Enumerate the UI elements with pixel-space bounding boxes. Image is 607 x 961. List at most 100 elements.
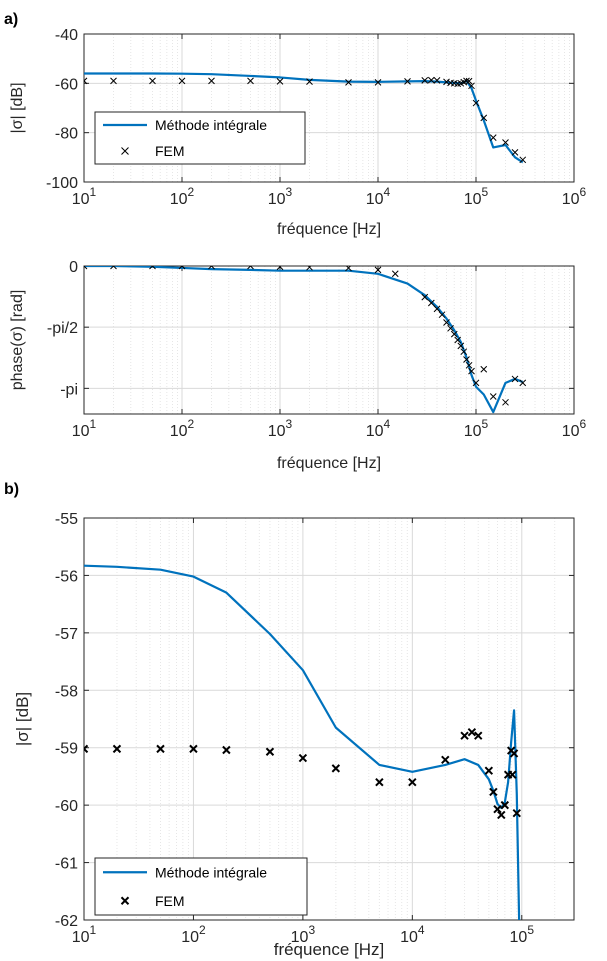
fem-point	[306, 78, 313, 85]
magnitude-chart-b: 101 102 103 104 105-55-56-57-58-59-60-61-62f…	[13, 511, 575, 959]
x-tick-label: 105	[510, 923, 535, 946]
y-tick-label: -62	[55, 913, 78, 930]
fem-point	[408, 777, 417, 787]
fem-point	[512, 808, 521, 818]
y-tick-label: -100	[46, 175, 78, 192]
fem-point	[421, 293, 429, 301]
fem-point	[189, 744, 198, 754]
fem-point	[421, 77, 429, 84]
legend-swatch-marker	[120, 896, 130, 905]
fem-point	[480, 114, 488, 122]
fem-point	[375, 777, 384, 787]
fem-point	[472, 99, 480, 107]
series-layer	[84, 564, 521, 920]
fem-point	[441, 755, 450, 764]
magnitude-chart-a: 101 102 103 104 105 106-40-60-80-100fréquence…	[9, 27, 587, 238]
fem-point	[345, 266, 352, 272]
fem-point	[519, 156, 527, 164]
phase-chart-a: 101 102 103 104 105 106 0 -pi/2 -pi fréquence [Hz…	[9, 259, 587, 472]
fem-point	[149, 77, 156, 85]
fem-point	[84, 744, 89, 754]
fem-point	[84, 266, 88, 270]
x-tick-label: 106	[562, 185, 587, 208]
fem-point	[463, 356, 470, 363]
series-line-methode-integrale	[84, 266, 524, 414]
fem-point	[306, 266, 313, 271]
legend-box	[94, 857, 308, 916]
fem-point	[391, 270, 399, 278]
fem-point	[110, 266, 117, 270]
plot-area	[84, 518, 574, 920]
fem-point	[457, 342, 465, 350]
x-tick-label: 105	[464, 185, 489, 208]
y-tick-label: -60	[55, 798, 78, 815]
fem-point	[519, 379, 527, 387]
fem-point	[493, 804, 502, 814]
fem-point	[433, 305, 441, 313]
fem-point	[465, 77, 473, 85]
fem-point	[345, 78, 352, 86]
legend-box	[94, 111, 306, 165]
y-tick-label: -pi	[60, 381, 78, 398]
legend: Méthode intégrale FEM	[94, 111, 306, 165]
fem-point	[443, 78, 450, 86]
y-tick-label: -80	[55, 126, 78, 143]
y-tick-label: -60	[55, 76, 78, 93]
fem-point	[460, 348, 468, 356]
fem-point	[276, 78, 284, 85]
axes-box	[83, 33, 575, 183]
x-tick-label: 102	[170, 417, 195, 440]
series-line-methode-integrale	[84, 72, 524, 164]
y-tick-label: -59	[55, 741, 78, 758]
fem-point	[276, 266, 284, 271]
y-tick-label: -pi/2	[47, 320, 78, 337]
x-axis-title: fréquence [Hz]	[277, 221, 381, 238]
fem-point	[502, 139, 509, 146]
fem-point	[472, 379, 480, 387]
fem-point	[298, 753, 308, 763]
y-tick-label: -58	[55, 683, 78, 700]
fem-point	[450, 330, 458, 338]
grid	[83, 517, 575, 921]
x-tick-label: 104	[366, 185, 391, 208]
x-tick-label: 104	[366, 417, 391, 440]
y-axis-title: |σ| [dB]	[13, 692, 32, 746]
fem-point	[208, 266, 215, 270]
legend-label: FEM	[155, 893, 185, 909]
fem-point	[467, 728, 477, 737]
fem-point	[438, 311, 446, 319]
y-axis-title: phase(σ) [rad]	[9, 290, 26, 391]
fem-point	[474, 731, 483, 740]
fem-point	[511, 149, 519, 156]
fem-point	[331, 764, 341, 773]
fem-point	[489, 393, 497, 400]
fem-point	[110, 77, 117, 85]
fem-point	[511, 375, 519, 383]
y-tick-label: -55	[55, 511, 78, 528]
y-tick-label: -40	[55, 27, 78, 44]
x-tick-label: 104	[400, 923, 425, 946]
fem-point	[374, 266, 382, 274]
fem-point	[208, 77, 215, 85]
fem-point	[465, 361, 473, 369]
y-tick-label: -61	[55, 856, 78, 873]
fem-point	[508, 770, 517, 779]
panel-label-a: a)	[4, 11, 18, 28]
fem-point	[84, 77, 88, 85]
axes-box	[83, 517, 575, 921]
fem-point	[489, 134, 497, 141]
fem-point	[374, 78, 382, 86]
fem-point	[480, 365, 488, 373]
legend: Méthode intégrale FEM	[94, 857, 308, 916]
legend-swatch-marker	[121, 147, 129, 155]
fem-point	[443, 319, 450, 326]
fem-point	[500, 800, 510, 810]
axes-box	[83, 265, 575, 415]
x-tick-label: 102	[170, 185, 195, 208]
fem-point	[460, 731, 469, 740]
legend-label: Méthode intégrale	[155, 117, 267, 133]
fem-point	[433, 77, 441, 84]
x-axis-title: fréquence [Hz]	[274, 940, 385, 959]
y-tick-label: -56	[55, 568, 78, 585]
